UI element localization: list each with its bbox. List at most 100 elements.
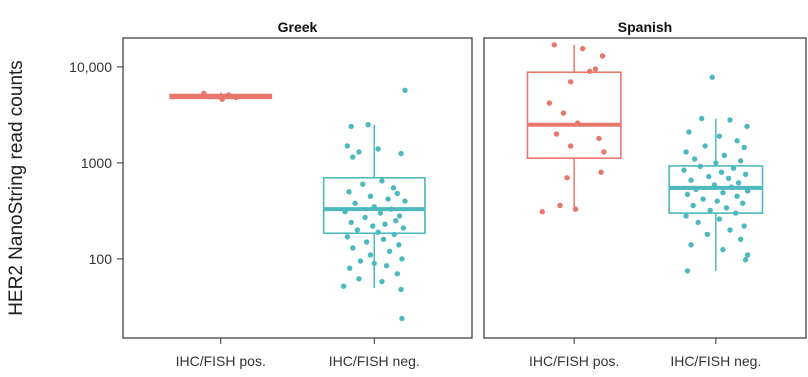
data-point (711, 182, 718, 188)
data-point (225, 92, 232, 98)
data-point (394, 190, 401, 197)
data-point (357, 258, 364, 264)
data-point (344, 234, 351, 240)
data-point (740, 200, 746, 206)
data-point (706, 173, 712, 180)
data-point (356, 149, 362, 155)
facet-strip (484, 12, 806, 38)
facet-strip (123, 12, 472, 38)
data-point (402, 87, 408, 94)
data-point (686, 129, 692, 135)
data-point (697, 163, 703, 170)
data-point (383, 262, 390, 269)
data-point (567, 79, 574, 85)
data-point (342, 209, 348, 215)
data-point (564, 175, 570, 181)
y-axis-label: HER2 NanoString read counts (6, 60, 27, 316)
data-point (557, 202, 563, 209)
data-point (363, 239, 370, 245)
data-point (219, 96, 225, 102)
data-point (399, 256, 405, 262)
data-point (741, 144, 747, 151)
data-point (732, 210, 739, 216)
data-point (567, 143, 574, 149)
data-point (742, 257, 749, 263)
data-point (385, 196, 391, 202)
data-point (727, 117, 733, 123)
data-point (394, 271, 401, 277)
data-point (553, 131, 560, 137)
data-point (233, 94, 239, 101)
data-point (354, 227, 361, 233)
data-point (718, 169, 725, 175)
data-point (702, 143, 708, 149)
data-point (720, 189, 726, 196)
x-tick-label: IHC/FISH neg. (329, 353, 420, 369)
data-point (362, 214, 368, 221)
data-point (734, 193, 740, 199)
data-point (398, 286, 404, 293)
data-point (727, 227, 733, 233)
data-point (734, 138, 740, 144)
data-point (725, 175, 732, 182)
data-point (396, 242, 402, 248)
data-point (367, 193, 374, 199)
data-point (716, 216, 723, 222)
data-point (371, 260, 377, 266)
data-point (721, 152, 728, 158)
data-point (730, 165, 737, 171)
data-point (377, 210, 384, 216)
data-point (579, 45, 586, 52)
data-point (695, 219, 701, 226)
y-tick-label: 10,000 (69, 59, 112, 75)
data-point (201, 90, 207, 97)
data-point (348, 219, 354, 226)
data-point (400, 225, 407, 231)
data-point (720, 246, 726, 253)
data-point (396, 213, 403, 219)
x-tick-label: IHC/FISH pos. (176, 353, 266, 369)
data-point (713, 160, 719, 166)
data-point (379, 178, 385, 184)
data-point (388, 206, 394, 212)
data-point (704, 231, 711, 238)
data-point (742, 171, 749, 178)
data-point (572, 206, 579, 212)
data-point (716, 133, 723, 139)
data-point (539, 209, 545, 215)
data-point (551, 42, 558, 48)
data-point (340, 283, 347, 289)
data-point (599, 53, 606, 59)
data-point (688, 242, 694, 248)
data-point (399, 315, 405, 322)
data-point (741, 223, 747, 229)
data-point (744, 123, 750, 130)
data-point (210, 93, 216, 100)
data-point (347, 265, 353, 271)
data-point (560, 110, 567, 116)
data-point (690, 202, 696, 209)
data-point (386, 248, 393, 255)
data-point (737, 158, 744, 164)
data-point (546, 100, 553, 106)
data-point (735, 180, 742, 186)
data-point (352, 200, 358, 206)
panel-border (483, 37, 807, 339)
data-point (370, 223, 376, 229)
box-iqr (322, 176, 426, 235)
data-point (365, 121, 371, 128)
data-point (356, 276, 362, 282)
data-point (344, 143, 351, 149)
data-point (348, 123, 354, 130)
data-point (728, 184, 735, 190)
facet-title: Spanish (618, 19, 672, 35)
data-point (683, 149, 689, 155)
data-point (691, 156, 698, 162)
data-point (592, 66, 599, 72)
data-point (683, 213, 689, 219)
data-point (375, 229, 381, 235)
data-point (684, 268, 691, 274)
data-point (350, 154, 356, 160)
y-tick-label: 1000 (81, 155, 112, 171)
